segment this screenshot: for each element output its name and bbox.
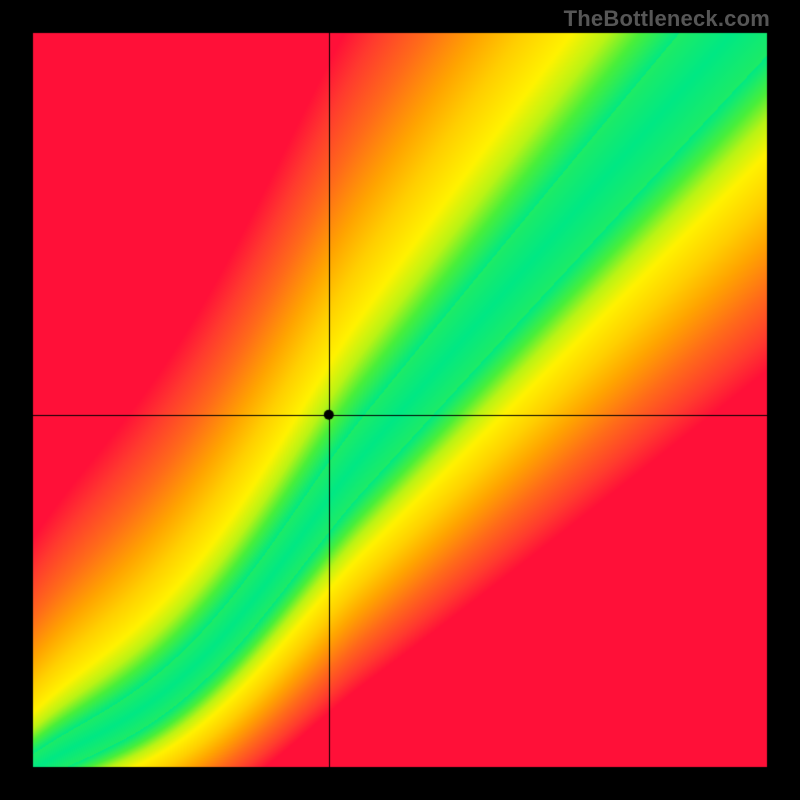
bottleneck-heatmap bbox=[0, 0, 800, 800]
watermark-label: TheBottleneck.com bbox=[564, 6, 770, 32]
